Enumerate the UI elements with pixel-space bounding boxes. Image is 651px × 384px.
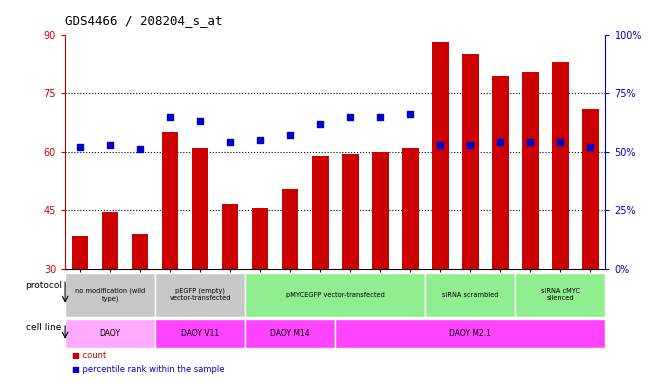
Bar (155, 273, 245, 317)
Point (495, 139, 506, 146)
Bar (462, 54, 478, 269)
Text: DAOY M14: DAOY M14 (270, 329, 310, 338)
Point (585, 144, 596, 150)
Text: protocol: protocol (25, 281, 62, 290)
Point (105, 142, 115, 148)
Point (345, 114, 355, 120)
Text: DAOY V11: DAOY V11 (181, 329, 219, 338)
Bar (522, 72, 538, 269)
Text: pMYCEGFP vector-transfected: pMYCEGFP vector-transfected (286, 292, 385, 298)
Text: siRNA cMYC
silenced: siRNA cMYC silenced (541, 288, 580, 301)
Bar (132, 234, 148, 269)
Bar (492, 76, 508, 269)
Point (465, 142, 475, 148)
Point (285, 132, 296, 138)
Point (165, 114, 175, 120)
Text: DAOY: DAOY (100, 329, 120, 338)
Bar (222, 204, 238, 269)
Text: GDS4466 / 208204_s_at: GDS4466 / 208204_s_at (65, 14, 223, 27)
Point (135, 146, 145, 152)
Text: DAOY M2.1: DAOY M2.1 (449, 329, 492, 338)
Bar (342, 154, 359, 269)
Point (315, 121, 326, 127)
Text: cell line: cell line (27, 323, 62, 332)
Bar (102, 212, 118, 269)
Bar (516, 273, 605, 317)
Bar (425, 273, 516, 317)
Text: pEGFP (empty)
vector-transfected: pEGFP (empty) vector-transfected (169, 288, 231, 301)
Bar (162, 132, 178, 269)
Text: no modification (wild
type): no modification (wild type) (75, 288, 145, 302)
Point (225, 139, 236, 146)
Point (375, 114, 385, 120)
Text: siRNA scrambled: siRNA scrambled (442, 292, 499, 298)
Bar (72, 236, 89, 269)
Bar (245, 273, 425, 317)
Text: ■ count: ■ count (72, 351, 106, 360)
Bar (402, 148, 419, 269)
Bar (282, 189, 299, 269)
Point (405, 111, 415, 117)
Bar (335, 319, 605, 348)
Point (195, 118, 206, 124)
Bar (155, 319, 245, 348)
Bar (432, 42, 449, 269)
Bar (192, 148, 208, 269)
Bar (252, 208, 268, 269)
Point (525, 139, 536, 146)
Bar (312, 156, 329, 269)
Bar (552, 62, 569, 269)
Bar (372, 152, 389, 269)
Point (255, 137, 266, 143)
Bar (245, 319, 335, 348)
Bar (65, 273, 155, 317)
Text: ■ percentile rank within the sample: ■ percentile rank within the sample (72, 366, 224, 374)
Point (435, 142, 445, 148)
Point (555, 139, 566, 146)
Bar (65, 319, 155, 348)
Bar (582, 109, 599, 269)
Point (75, 144, 85, 150)
